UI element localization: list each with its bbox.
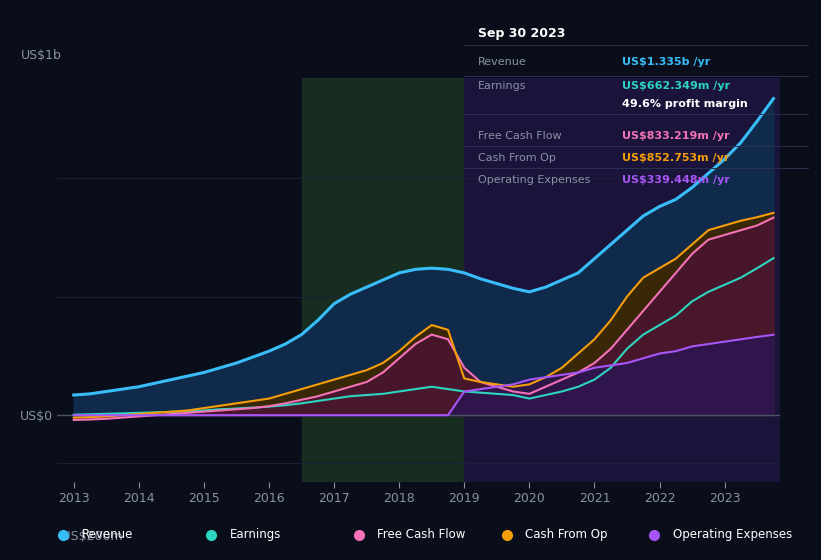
Text: US$662.349m /yr: US$662.349m /yr [622, 81, 731, 91]
Text: Revenue: Revenue [82, 528, 133, 542]
Text: Operating Expenses: Operating Expenses [673, 528, 792, 542]
Bar [464, 78, 780, 482]
Text: Cash From Op: Cash From Op [525, 528, 608, 542]
Text: Operating Expenses: Operating Expenses [478, 175, 590, 185]
Text: US$339.448m /yr: US$339.448m /yr [622, 175, 731, 185]
Text: Sep 30 2023: Sep 30 2023 [478, 27, 565, 40]
Bar [301, 78, 464, 482]
Text: 49.6% profit margin: 49.6% profit margin [622, 99, 748, 109]
Text: Free Cash Flow: Free Cash Flow [478, 131, 562, 141]
Text: Free Cash Flow: Free Cash Flow [378, 528, 466, 542]
Text: Revenue: Revenue [478, 57, 526, 67]
Text: US$833.219m /yr: US$833.219m /yr [622, 131, 730, 141]
Text: Cash From Op: Cash From Op [478, 153, 556, 163]
Text: Earnings: Earnings [230, 528, 281, 542]
Text: US$1b: US$1b [21, 49, 62, 62]
Text: US$1.335b /yr: US$1.335b /yr [622, 57, 711, 67]
Text: US$852.753m /yr: US$852.753m /yr [622, 153, 730, 163]
Text: -US$200m: -US$200m [57, 530, 123, 543]
Text: Earnings: Earnings [478, 81, 526, 91]
